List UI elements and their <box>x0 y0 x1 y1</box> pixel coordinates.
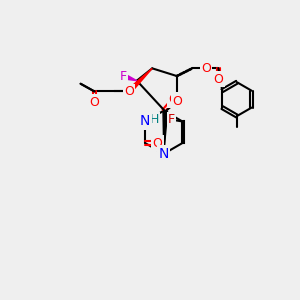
Polygon shape <box>124 75 137 81</box>
Text: N: N <box>159 147 169 161</box>
Text: O: O <box>168 93 178 106</box>
Text: O: O <box>172 95 182 108</box>
Text: O: O <box>201 62 211 75</box>
Text: O: O <box>214 73 224 85</box>
Text: H: H <box>150 113 159 126</box>
Text: F: F <box>168 113 175 126</box>
Polygon shape <box>128 68 152 93</box>
Text: F: F <box>119 70 127 83</box>
Polygon shape <box>163 111 168 154</box>
Text: O: O <box>89 96 99 109</box>
Text: N: N <box>140 115 150 128</box>
Text: O: O <box>152 136 162 149</box>
Text: O: O <box>124 85 134 98</box>
